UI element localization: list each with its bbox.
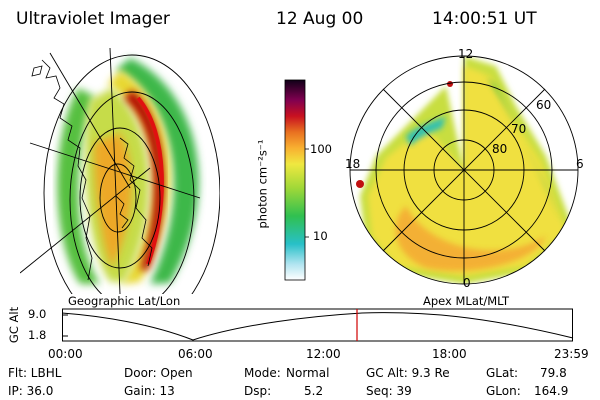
xtick-1200: 12:00 — [306, 347, 341, 361]
colorbar-label-100: 100 — [310, 142, 332, 156]
dsp-value: 5.2 — [304, 384, 324, 398]
xtick-0600: 06:00 — [178, 347, 213, 361]
filter-info: Flt: LBHL — [8, 366, 62, 380]
colorbar-unit-label: photon cm⁻²s⁻¹ — [255, 139, 270, 229]
date-label: 12 Aug 00 — [276, 9, 364, 29]
mode-label: Mode: — [244, 366, 281, 380]
ip-info: IP: 36.0 — [8, 384, 54, 398]
altitude-ytick-high: 9.0 — [28, 307, 47, 321]
instrument-title: Ultraviolet Imager — [16, 9, 170, 29]
altitude-ytick-low: 1.8 — [28, 328, 47, 342]
glon-value: 164.9 — [534, 384, 569, 398]
time-label: 14:00:51 UT — [432, 9, 537, 29]
mlt-label-6: 6 — [576, 157, 584, 171]
mlt-label-12: 12 — [458, 47, 474, 61]
glat-value: 79.8 — [540, 366, 567, 380]
mode-value: Normal — [286, 366, 330, 380]
gc-alt-info: GC Alt: 9.3 Re — [366, 366, 450, 380]
altitude-ylabel: GC Alt — [7, 306, 22, 344]
aurora-hotspot-noon — [447, 81, 453, 87]
aurora-hotspot-dusk — [356, 180, 364, 188]
colorbar-label-10: 10 — [313, 229, 328, 243]
geographic-caption: Geographic Lat/Lon — [68, 294, 181, 308]
mlt-label-18: 18 — [345, 157, 361, 171]
xtick-2359: 23:59 — [554, 347, 589, 361]
polar-mlat-mlt-plot — [349, 55, 579, 285]
mlat-label-60: 60 — [536, 98, 552, 112]
polar-caption: Apex MLat/MLT — [423, 294, 510, 308]
glon-label: GLon: — [486, 384, 521, 398]
mlt-label-0: 0 — [463, 276, 471, 290]
gain-info: Gain: 13 — [124, 384, 175, 398]
dsp-label: Dsp: — [244, 384, 272, 398]
altitude-timeline-plot — [62, 308, 574, 342]
mlat-label-70: 70 — [511, 122, 527, 136]
door-info: Door: Open — [124, 366, 193, 380]
xtick-1800: 18:00 — [432, 347, 467, 361]
glat-label: GLat: — [486, 366, 519, 380]
geographic-auroral-image — [20, 48, 220, 294]
xtick-0000: 00:00 — [48, 347, 83, 361]
intensity-colorbar — [284, 79, 309, 281]
seq-info: Seq: 39 — [366, 384, 412, 398]
mlat-label-80: 80 — [492, 142, 508, 156]
